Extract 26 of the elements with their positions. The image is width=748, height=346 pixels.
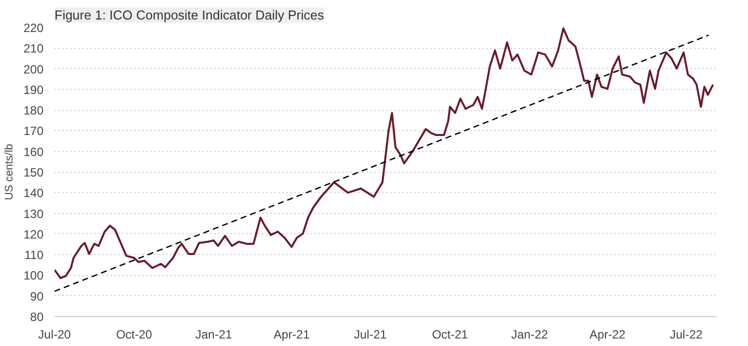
x-tick-label: Jan-21 bbox=[195, 328, 232, 342]
y-tick-label: 130 bbox=[23, 206, 44, 221]
y-tick-label: 190 bbox=[23, 82, 44, 97]
y-tick-label: 90 bbox=[30, 289, 44, 304]
y-tick-label: 140 bbox=[23, 186, 44, 200]
y-tick-label: 160 bbox=[23, 144, 44, 159]
y-tick-label: 220 bbox=[23, 21, 44, 35]
x-tick-label: Apr-22 bbox=[589, 328, 626, 342]
y-tick-label: 180 bbox=[23, 104, 44, 118]
y-tick-label: 200 bbox=[23, 62, 44, 76]
y-tick-label: 100 bbox=[23, 268, 44, 283]
x-tick-label: Apr-21 bbox=[274, 328, 310, 342]
x-tick-label: Jul-22 bbox=[670, 328, 703, 342]
chart-title: Figure 1: ICO Composite Indicator Daily Prices bbox=[54, 8, 324, 22]
x-tick-label: Jul-21 bbox=[354, 328, 388, 342]
y-tick-label: 120 bbox=[23, 227, 44, 242]
x-tick-label: Jul-20 bbox=[38, 328, 72, 342]
y-axis-title: US cents/lb bbox=[3, 144, 16, 200]
y-tick-label: 150 bbox=[23, 166, 44, 180]
x-tick-label: Oct-20 bbox=[116, 328, 152, 342]
y-tick-label: 80 bbox=[30, 310, 44, 324]
y-tick-label: 170 bbox=[23, 124, 44, 138]
x-tick-label: Oct-21 bbox=[432, 328, 468, 342]
x-tick-label: Jan-22 bbox=[511, 328, 548, 342]
y-tick-label: 210 bbox=[23, 42, 44, 56]
y-tick-label: 110 bbox=[24, 248, 44, 262]
